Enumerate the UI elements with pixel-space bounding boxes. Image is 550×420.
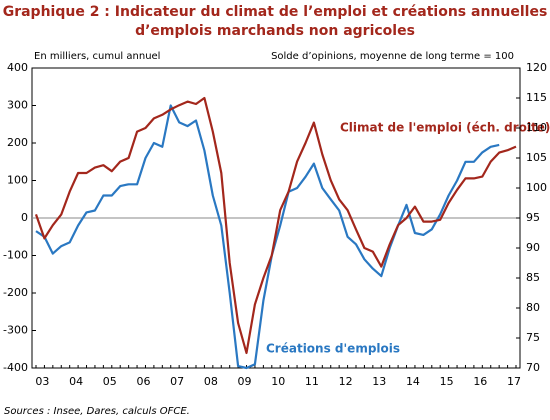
y-tick-label: 0	[21, 211, 28, 224]
x-tick-label: 04	[69, 375, 83, 388]
y-tick-label: -200	[3, 286, 28, 299]
y-tick-label: -100	[3, 249, 28, 262]
chart-subtitle: d’emplois marchands non agricoles	[135, 23, 415, 39]
x-tick-label: 13	[372, 375, 386, 388]
y-tick-label: -300	[3, 324, 28, 337]
x-tick-label: 15	[440, 375, 454, 388]
y2-tick-label: 110	[526, 121, 547, 134]
chart-title: Graphique 2 : Indicateur du climat de l’…	[3, 4, 548, 20]
x-tick-label: 17	[507, 375, 521, 388]
y2-tick-label: 75	[526, 331, 540, 344]
y2-tick-label: 100	[526, 181, 547, 194]
series-annotation: Climat de l'emploi (éch. droite)	[340, 121, 550, 135]
series-annotation: Créations d'emplois	[266, 342, 400, 356]
line-series	[35, 104, 500, 370]
x-tick-label: 05	[103, 375, 117, 388]
x-tick-label: 03	[35, 375, 49, 388]
y-tick-label: 200	[7, 136, 28, 149]
line-series	[34, 96, 517, 355]
y-tick-label: 100	[7, 174, 28, 187]
x-tick-label: 16	[473, 375, 487, 388]
y2-tick-label: 95	[526, 211, 540, 224]
x-tick-label: 09	[238, 375, 252, 388]
y-axis-label: En milliers, cumul annuel	[34, 51, 160, 62]
y2-axis-label: Solde d’opinions, moyenne de long terme …	[271, 51, 514, 62]
y-tick-label: 400	[7, 61, 28, 74]
x-tick-label: 14	[406, 375, 420, 388]
x-tick-label: 06	[136, 375, 150, 388]
y2-tick-label: 85	[526, 271, 540, 284]
y2-tick-label: 80	[526, 301, 540, 314]
y2-tick-label: 90	[526, 241, 540, 254]
x-tick-label: 07	[170, 375, 184, 388]
y2-tick-label: 120	[526, 61, 547, 74]
y2-tick-label: 105	[526, 151, 547, 164]
source-note: Sources : Insee, Dares, calculs OFCE.	[4, 406, 190, 417]
x-tick-label: 08	[204, 375, 218, 388]
y-tick-label: -400	[3, 361, 28, 374]
x-tick-label: 10	[271, 375, 285, 388]
y-tick-label: 300	[7, 99, 28, 112]
x-tick-label: 12	[339, 375, 353, 388]
x-tick-label: 11	[305, 375, 319, 388]
y2-tick-label: 115	[526, 91, 547, 104]
y2-tick-label: 70	[526, 361, 540, 374]
